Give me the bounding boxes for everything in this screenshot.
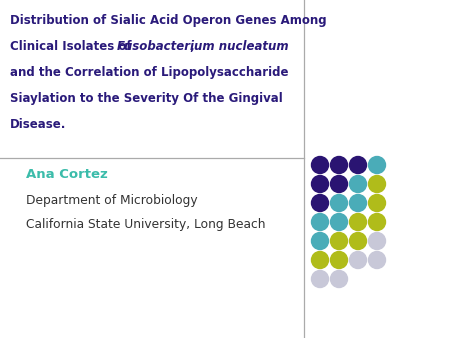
Circle shape — [330, 251, 347, 268]
Circle shape — [350, 214, 366, 231]
Circle shape — [311, 270, 328, 288]
Text: California State University, Long Beach: California State University, Long Beach — [26, 218, 265, 231]
Circle shape — [311, 156, 328, 173]
Circle shape — [350, 233, 366, 249]
Circle shape — [369, 251, 386, 268]
Circle shape — [311, 214, 328, 231]
Circle shape — [369, 175, 386, 193]
Circle shape — [311, 194, 328, 212]
Text: Distribution of Sialic Acid Operon Genes Among: Distribution of Sialic Acid Operon Genes… — [10, 14, 327, 27]
Circle shape — [369, 214, 386, 231]
Text: Disease.: Disease. — [10, 118, 67, 131]
Circle shape — [330, 175, 347, 193]
Circle shape — [311, 233, 328, 249]
Circle shape — [330, 194, 347, 212]
Text: Clinical Isolates of: Clinical Isolates of — [10, 40, 136, 53]
Circle shape — [330, 214, 347, 231]
Text: Fusobacterium nucleatum: Fusobacterium nucleatum — [117, 40, 289, 53]
Circle shape — [369, 156, 386, 173]
Circle shape — [311, 251, 328, 268]
Text: Department of Microbiology: Department of Microbiology — [26, 194, 198, 207]
Text: Siaylation to the Severity Of the Gingival: Siaylation to the Severity Of the Gingiv… — [10, 92, 283, 105]
Circle shape — [369, 194, 386, 212]
Circle shape — [311, 175, 328, 193]
Circle shape — [330, 270, 347, 288]
Text: ,: , — [190, 40, 194, 53]
Circle shape — [350, 251, 366, 268]
Circle shape — [350, 194, 366, 212]
Text: Ana Cortez: Ana Cortez — [26, 168, 108, 181]
Circle shape — [350, 156, 366, 173]
Circle shape — [330, 156, 347, 173]
Text: and the Correlation of Lipopolysaccharide: and the Correlation of Lipopolysaccharid… — [10, 66, 288, 79]
Circle shape — [369, 233, 386, 249]
Circle shape — [350, 175, 366, 193]
Circle shape — [330, 233, 347, 249]
